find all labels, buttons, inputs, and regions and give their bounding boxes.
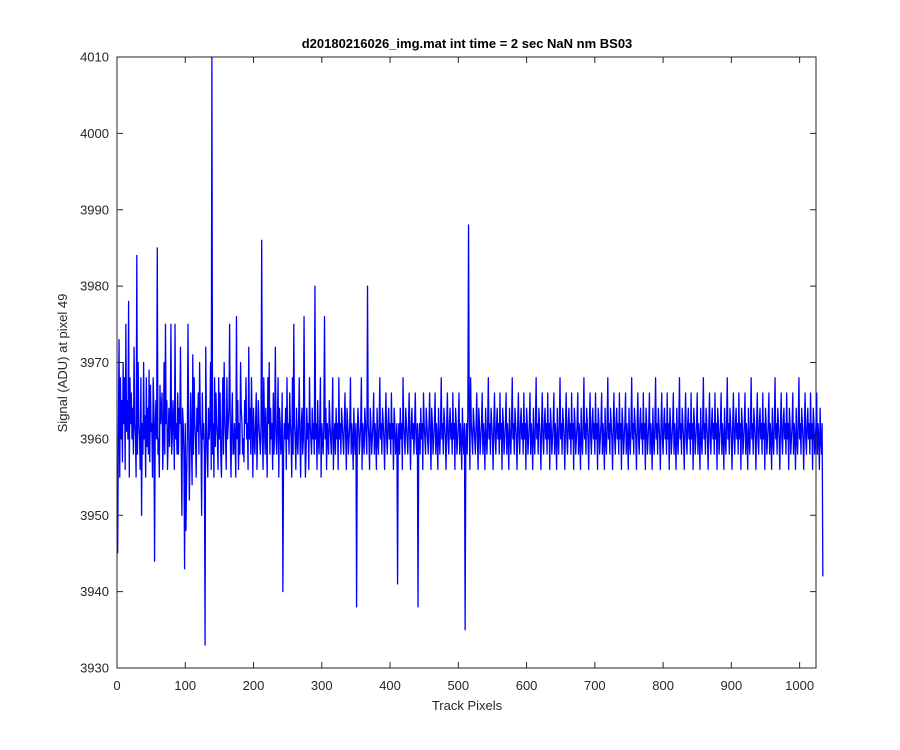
x-tick-label-200: 200 [243,678,265,693]
x-axis-label: Track Pixels [432,698,503,713]
x-tick-label-600: 600 [516,678,538,693]
x-axis-ticks: 0 100 200 300 400 500 600 700 800 900 1000 [113,57,814,693]
data-layer [117,56,824,646]
y-axis-ticks: 3930 3940 3950 3960 3970 3980 3990 4000 4010 [80,50,816,676]
x-tick-label-400: 400 [379,678,401,693]
y-axis-label: Signal (ADU) at pixel 49 [55,294,70,433]
y-tick-label-3940: 3940 [80,584,109,599]
x-tick-label-1000: 1000 [785,678,814,693]
y-tick-label-4010: 4010 [80,50,109,65]
x-tick-label-100: 100 [174,678,196,693]
y-tick-label-4000: 4000 [80,126,109,141]
y-tick-label-3970: 3970 [80,355,109,370]
y-tick-label-3980: 3980 [80,279,109,294]
chart-title: d20180216026_img.mat int time = 2 sec Na… [302,36,633,51]
y-tick-label-3960: 3960 [80,431,109,446]
x-tick-label-300: 300 [311,678,333,693]
x-tick-label-700: 700 [584,678,606,693]
x-tick-label-800: 800 [652,678,674,693]
series-line-0 [117,56,824,646]
y-tick-label-3950: 3950 [80,508,109,523]
x-tick-label-0: 0 [113,678,120,693]
x-tick-label-500: 500 [447,678,469,693]
x-tick-label-900: 900 [721,678,743,693]
y-tick-label-3930: 3930 [80,661,109,676]
plot-frame [116,56,817,669]
plot-area: 0 100 200 300 400 500 600 700 800 900 1000 3930 394… [80,50,824,693]
y-tick-label-3990: 3990 [80,202,109,217]
